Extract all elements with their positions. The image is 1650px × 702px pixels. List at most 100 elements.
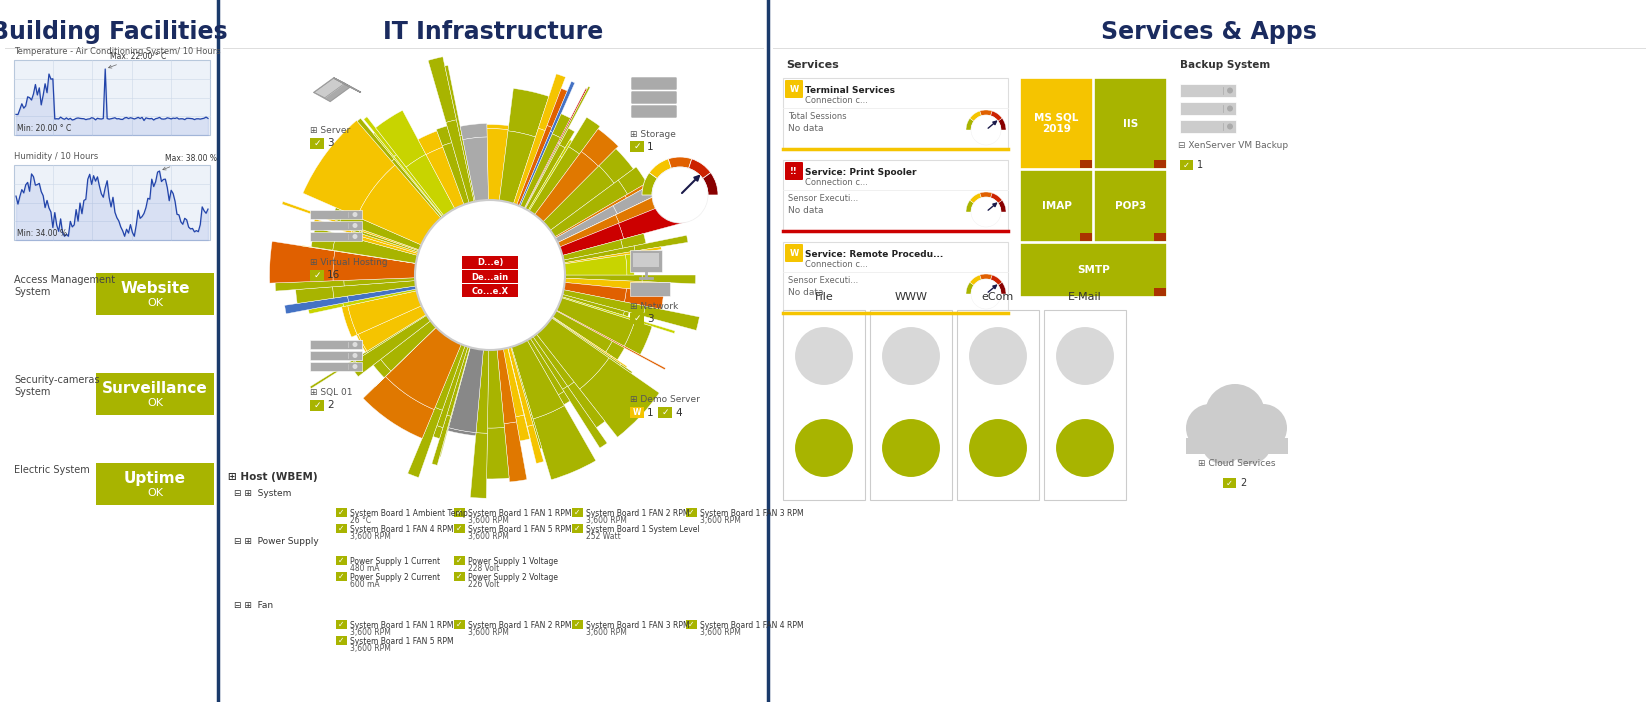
- Text: 16: 16: [327, 270, 340, 281]
- FancyBboxPatch shape: [337, 508, 346, 517]
- FancyBboxPatch shape: [1223, 478, 1236, 488]
- Wedge shape: [515, 415, 530, 441]
- Circle shape: [1201, 420, 1246, 464]
- Circle shape: [970, 115, 1002, 145]
- Text: Backup System: Backup System: [1180, 60, 1270, 70]
- Text: Service: Print Spooler: Service: Print Spooler: [805, 168, 916, 177]
- Wedge shape: [528, 157, 563, 211]
- Text: Services: Services: [785, 60, 838, 70]
- Wedge shape: [579, 358, 660, 437]
- Text: Total Sessions: Total Sessions: [789, 112, 846, 121]
- FancyBboxPatch shape: [310, 340, 361, 349]
- FancyBboxPatch shape: [573, 620, 582, 629]
- Wedge shape: [619, 343, 665, 370]
- Wedge shape: [990, 111, 1002, 121]
- Wedge shape: [980, 110, 992, 116]
- Wedge shape: [970, 275, 982, 285]
- FancyBboxPatch shape: [1180, 84, 1236, 97]
- Text: 3,600 RPM: 3,600 RPM: [586, 516, 627, 525]
- Text: System Board 1 FAN 2 RPM: System Board 1 FAN 2 RPM: [586, 509, 690, 518]
- Wedge shape: [427, 57, 457, 122]
- FancyBboxPatch shape: [310, 351, 361, 360]
- Text: MS SQL
2019: MS SQL 2019: [1035, 113, 1079, 135]
- Wedge shape: [353, 234, 417, 256]
- Circle shape: [353, 342, 358, 347]
- Wedge shape: [644, 306, 700, 331]
- Wedge shape: [276, 280, 345, 291]
- Text: ✓: ✓: [314, 271, 320, 280]
- Circle shape: [353, 342, 358, 347]
- Wedge shape: [642, 282, 660, 292]
- Wedge shape: [561, 297, 634, 320]
- Wedge shape: [406, 154, 455, 216]
- Wedge shape: [487, 124, 508, 130]
- Circle shape: [881, 326, 940, 386]
- Text: 226 Volt: 226 Volt: [469, 580, 500, 589]
- Wedge shape: [563, 239, 622, 260]
- Wedge shape: [553, 114, 571, 138]
- Polygon shape: [333, 78, 361, 93]
- Wedge shape: [642, 173, 657, 195]
- FancyBboxPatch shape: [686, 508, 696, 517]
- Text: Connection c...: Connection c...: [805, 96, 868, 105]
- Wedge shape: [391, 159, 442, 218]
- FancyBboxPatch shape: [1153, 233, 1167, 241]
- FancyBboxPatch shape: [630, 77, 676, 90]
- FancyBboxPatch shape: [785, 162, 804, 180]
- Wedge shape: [533, 334, 574, 387]
- Wedge shape: [612, 171, 681, 214]
- Wedge shape: [556, 206, 617, 243]
- FancyBboxPatch shape: [1081, 160, 1092, 168]
- Wedge shape: [620, 364, 632, 373]
- FancyBboxPatch shape: [1044, 310, 1125, 500]
- Wedge shape: [381, 321, 436, 371]
- FancyBboxPatch shape: [630, 141, 644, 152]
- Wedge shape: [391, 154, 442, 217]
- Wedge shape: [559, 128, 574, 148]
- Text: System Board 1 FAN 1 RPM: System Board 1 FAN 1 RPM: [350, 621, 454, 630]
- Text: ⊞ Cloud Services: ⊞ Cloud Services: [1198, 459, 1275, 468]
- Circle shape: [881, 418, 940, 478]
- Wedge shape: [533, 406, 596, 479]
- FancyBboxPatch shape: [573, 524, 582, 533]
- FancyBboxPatch shape: [634, 253, 658, 267]
- Wedge shape: [553, 317, 612, 357]
- Wedge shape: [530, 336, 568, 390]
- Wedge shape: [625, 253, 634, 275]
- Text: 2: 2: [327, 401, 333, 411]
- Circle shape: [970, 279, 1002, 309]
- FancyBboxPatch shape: [310, 221, 361, 230]
- Wedge shape: [543, 166, 614, 230]
- FancyBboxPatch shape: [454, 572, 465, 581]
- Wedge shape: [559, 86, 591, 144]
- Circle shape: [1228, 88, 1233, 93]
- Text: No data: No data: [789, 124, 823, 133]
- Text: System Board 1 Ambient Temp: System Board 1 Ambient Temp: [350, 509, 467, 518]
- Wedge shape: [373, 133, 391, 154]
- Text: Power Supply 1 Voltage: Power Supply 1 Voltage: [469, 557, 558, 566]
- Wedge shape: [526, 338, 564, 395]
- Circle shape: [1204, 384, 1266, 444]
- FancyBboxPatch shape: [310, 362, 361, 371]
- FancyBboxPatch shape: [337, 556, 346, 565]
- Circle shape: [1239, 404, 1287, 452]
- Text: Uptime: Uptime: [124, 472, 186, 486]
- FancyBboxPatch shape: [337, 620, 346, 629]
- FancyBboxPatch shape: [310, 232, 361, 241]
- Wedge shape: [497, 349, 516, 423]
- Wedge shape: [551, 180, 627, 237]
- Text: ⊞ Demo Server: ⊞ Demo Server: [630, 395, 700, 404]
- Text: ✓: ✓: [1183, 161, 1190, 169]
- FancyBboxPatch shape: [96, 463, 214, 505]
- Wedge shape: [343, 278, 416, 286]
- Wedge shape: [348, 286, 416, 302]
- Wedge shape: [568, 382, 606, 428]
- Wedge shape: [548, 88, 568, 128]
- Wedge shape: [426, 147, 464, 208]
- FancyBboxPatch shape: [1094, 78, 1167, 169]
- Wedge shape: [386, 327, 462, 409]
- Wedge shape: [564, 246, 635, 263]
- FancyBboxPatch shape: [337, 524, 346, 533]
- Wedge shape: [310, 352, 368, 389]
- Text: 228 Volt: 228 Volt: [469, 564, 500, 573]
